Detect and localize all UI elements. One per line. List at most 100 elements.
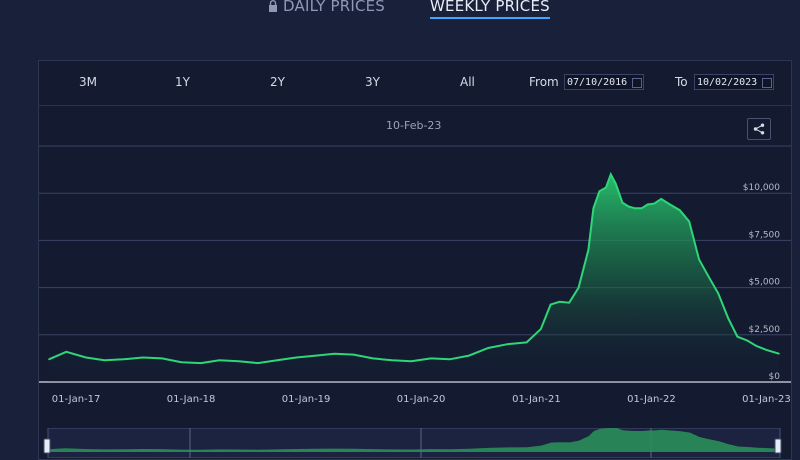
- data-point: [736, 335, 739, 338]
- data-point: [746, 339, 748, 342]
- data-point: [122, 358, 125, 361]
- price-area-fill: [49, 174, 779, 382]
- lock-icon: [269, 0, 277, 12]
- data-point: [598, 190, 601, 193]
- data-point: [615, 183, 617, 185]
- share-button[interactable]: [747, 118, 771, 140]
- data-point: [558, 301, 561, 303]
- data-point: [218, 359, 221, 362]
- data-point: [610, 173, 612, 176]
- range-button-3m[interactable]: 3M: [79, 75, 97, 89]
- data-point: [646, 203, 649, 206]
- active-tab-underline: [430, 17, 550, 19]
- data-point: [568, 301, 570, 304]
- tab-weekly-label: WEEKLY PRICES: [430, 0, 550, 15]
- data-point: [85, 356, 87, 359]
- data-point: [48, 358, 50, 361]
- data-point: [621, 201, 624, 204]
- y-tick-label: $2,500: [749, 325, 781, 335]
- range-button-2y[interactable]: 2Y: [270, 75, 285, 89]
- tab-weekly-prices[interactable]: WEEKLY PRICES: [430, 0, 550, 19]
- price-chart[interactable]: $0 $2,500 $5,000 $7,500 $10,000 01-Jan-17 01-J…: [39, 106, 791, 436]
- data-point: [653, 202, 655, 205]
- hover-date-label: 10-Feb-23: [386, 119, 442, 132]
- tab-daily-prices[interactable]: DAILY PRICES: [268, 0, 385, 15]
- data-point: [487, 347, 490, 349]
- data-point: [549, 303, 552, 306]
- data-point: [468, 354, 470, 357]
- navigator-series: [48, 428, 780, 452]
- data-point: [540, 328, 542, 330]
- y-tick-label: $0: [769, 372, 781, 382]
- y-tick-label: $5,000: [749, 278, 781, 288]
- data-point: [679, 209, 681, 211]
- price-chart-panel: 3M 1Y 2Y 3Y All From 07/10/2016 To 10/02…: [38, 60, 792, 460]
- data-point: [372, 357, 374, 360]
- data-point: [577, 286, 580, 289]
- data-point: [634, 207, 636, 210]
- data-point: [352, 353, 355, 356]
- range-selector: 3M 1Y 2Y 3Y All From 07/10/2016 To 10/02…: [39, 61, 791, 106]
- to-date-input[interactable]: 10/02/2023: [694, 74, 774, 90]
- calendar-icon[interactable]: [632, 78, 642, 88]
- x-tick-label: 01-Jan-22: [627, 394, 676, 405]
- data-point: [765, 349, 768, 351]
- data-point: [506, 343, 509, 345]
- data-point: [688, 220, 690, 223]
- x-tick-label: 01-Jan-17: [52, 394, 101, 405]
- from-date-input[interactable]: 07/10/2016: [564, 74, 644, 90]
- data-point: [430, 357, 432, 360]
- data-point: [103, 359, 106, 362]
- data-point: [333, 352, 336, 355]
- data-point: [640, 207, 643, 210]
- x-tick-label: 01-Jan-20: [397, 394, 446, 405]
- data-point: [605, 186, 607, 189]
- data-point: [698, 258, 700, 261]
- to-date-value: 10/02/2023: [697, 77, 758, 88]
- data-point: [237, 360, 240, 362]
- data-point: [717, 292, 719, 295]
- range-button-1y[interactable]: 1Y: [175, 75, 190, 89]
- x-tick-label: 01-Jan-21: [512, 394, 561, 405]
- data-point: [778, 352, 780, 355]
- tab-daily-label: DAILY PRICES: [283, 0, 386, 15]
- price-tabs: DAILY PRICES WEEKLY PRICES: [0, 0, 800, 22]
- data-point: [627, 205, 630, 208]
- range-navigator[interactable]: [0, 428, 800, 458]
- to-label: To: [675, 75, 688, 89]
- y-tick-label: $7,500: [749, 230, 781, 240]
- data-point: [142, 356, 144, 359]
- range-button-3y[interactable]: 3Y: [365, 75, 380, 89]
- share-icon: [753, 123, 765, 135]
- data-point: [200, 362, 202, 364]
- data-point: [727, 317, 729, 319]
- range-button-all[interactable]: All: [460, 75, 475, 89]
- navigator-left-handle[interactable]: [43, 438, 51, 454]
- navigator-right-handle[interactable]: [774, 438, 782, 454]
- data-point: [587, 249, 590, 251]
- price-line-series: [48, 171, 780, 365]
- calendar-icon[interactable]: [762, 78, 772, 88]
- x-tick-label: 01-Jan-23: [742, 394, 791, 405]
- data-point: [592, 207, 595, 210]
- from-date-value: 07/10/2016: [567, 77, 628, 88]
- data-point: [180, 361, 183, 363]
- data-point: [295, 356, 298, 359]
- data-point: [660, 198, 662, 200]
- data-point: [410, 360, 413, 362]
- data-point: [65, 351, 68, 353]
- data-point: [755, 345, 758, 347]
- data-point: [391, 359, 393, 362]
- chart-area: 10-Feb-23 $0 $2,500 $5,000 $7,500 $10,000 01-…: [39, 106, 791, 436]
- x-tick-label: 01-Jan-18: [167, 394, 216, 405]
- data-point: [276, 359, 278, 362]
- data-point: [315, 354, 317, 357]
- data-point: [669, 203, 671, 206]
- data-point: [161, 357, 163, 360]
- from-label: From: [529, 75, 559, 89]
- data-point: [449, 358, 451, 361]
- data-point: [525, 341, 528, 344]
- x-tick-label: 01-Jan-19: [282, 394, 331, 405]
- data-point: [257, 362, 259, 364]
- y-tick-label: $10,000: [743, 183, 780, 193]
